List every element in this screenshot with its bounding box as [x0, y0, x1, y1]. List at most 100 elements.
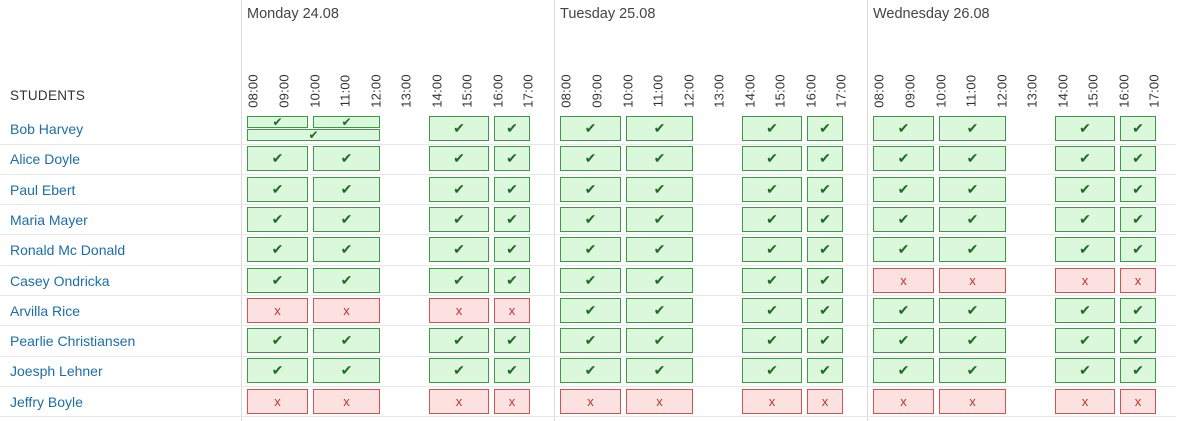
slot-cell-available[interactable]: ✔: [807, 358, 843, 384]
slot-cell-unavailable[interactable]: x: [1120, 267, 1156, 293]
slot-cell-available[interactable]: ✔: [494, 267, 530, 293]
student-name-link[interactable]: Pearlie Christiansen: [10, 333, 136, 350]
slot-cell-available[interactable]: ✔: [560, 146, 621, 172]
slot-cell-available[interactable]: ✔: [807, 328, 843, 354]
slot-cell-available[interactable]: ✔: [873, 237, 934, 263]
slot-cell-available[interactable]: ✔: [560, 358, 621, 384]
slot-cell-unavailable[interactable]: x: [626, 388, 693, 414]
slot-cell-available[interactable]: ✔: [247, 116, 308, 128]
slot-cell-available[interactable]: ✔: [247, 176, 308, 202]
slot-cell-available[interactable]: ✔: [429, 328, 489, 354]
slot-cell-available[interactable]: ✔: [1055, 328, 1115, 354]
slot-cell-available[interactable]: ✔: [247, 206, 308, 232]
student-name-link[interactable]: Jeffry Boyle: [10, 393, 83, 410]
slot-cell-available[interactable]: ✔: [313, 328, 380, 354]
slot-cell-available[interactable]: ✔: [742, 146, 802, 172]
slot-cell-available[interactable]: ✔: [626, 358, 693, 384]
slot-cell-available[interactable]: ✔: [247, 358, 308, 384]
slot-cell-available[interactable]: ✔: [939, 237, 1006, 263]
student-name-link[interactable]: Joesph Lehner: [10, 363, 103, 380]
slot-cell-available[interactable]: ✔: [742, 328, 802, 354]
slot-cell-available[interactable]: ✔: [247, 328, 308, 354]
slot-cell-available[interactable]: ✔: [1120, 297, 1156, 323]
slot-cell-available[interactable]: ✔: [1055, 237, 1115, 263]
slot-cell-available[interactable]: ✔: [429, 176, 489, 202]
slot-cell-available[interactable]: ✔: [807, 176, 843, 202]
slot-cell-unavailable[interactable]: x: [807, 388, 843, 414]
slot-cell-available[interactable]: ✔: [873, 358, 934, 384]
slot-cell-available[interactable]: ✔: [494, 206, 530, 232]
student-name-link[interactable]: Casey Ondricka: [10, 272, 110, 289]
slot-cell-available[interactable]: ✔: [494, 358, 530, 384]
slot-cell-available[interactable]: ✔: [313, 146, 380, 172]
slot-cell-unavailable[interactable]: x: [1055, 267, 1115, 293]
slot-cell-available[interactable]: ✔: [873, 206, 934, 232]
slot-cell-unavailable[interactable]: x: [939, 388, 1006, 414]
slot-cell-available[interactable]: ✔: [247, 237, 308, 263]
slot-cell-available[interactable]: ✔: [807, 116, 843, 141]
slot-cell-available[interactable]: ✔: [429, 206, 489, 232]
slot-cell-available[interactable]: ✔: [429, 146, 489, 172]
slot-cell-unavailable[interactable]: x: [1055, 388, 1115, 414]
slot-cell-available[interactable]: ✔: [560, 328, 621, 354]
slot-cell-available[interactable]: ✔: [313, 358, 380, 384]
slot-cell-available[interactable]: ✔: [939, 358, 1006, 384]
slot-cell-available[interactable]: ✔: [626, 116, 693, 141]
slot-cell-unavailable[interactable]: x: [742, 388, 802, 414]
slot-cell-available[interactable]: ✔: [429, 358, 489, 384]
slot-cell-unavailable[interactable]: x: [873, 267, 934, 293]
slot-cell-available[interactable]: ✔: [873, 146, 934, 172]
slot-cell-available[interactable]: ✔: [742, 206, 802, 232]
slot-cell-unavailable[interactable]: x: [494, 388, 530, 414]
slot-cell-available[interactable]: ✔: [939, 116, 1006, 141]
student-name-link[interactable]: Bob Harvey: [10, 121, 84, 137]
slot-cell-available[interactable]: ✔: [807, 206, 843, 232]
slot-cell-available[interactable]: ✔: [873, 328, 934, 354]
slot-cell-available[interactable]: ✔: [807, 237, 843, 263]
slot-cell-available[interactable]: ✔: [247, 267, 308, 293]
slot-cell-available[interactable]: ✔: [1055, 206, 1115, 232]
slot-cell-available[interactable]: ✔: [742, 176, 802, 202]
slot-cell-available[interactable]: ✔: [429, 267, 489, 293]
slot-cell-available[interactable]: ✔: [560, 206, 621, 232]
slot-cell-available[interactable]: ✔: [429, 116, 489, 141]
student-name-link[interactable]: Ronald Mc Donald: [10, 242, 126, 259]
student-name-link[interactable]: Maria Mayer: [10, 211, 88, 228]
slot-cell-available[interactable]: ✔: [1120, 176, 1156, 202]
slot-cell-unavailable[interactable]: x: [429, 388, 489, 414]
slot-cell-available[interactable]: ✔: [313, 176, 380, 202]
slot-cell-available[interactable]: ✔: [742, 116, 802, 141]
slot-cell-available[interactable]: ✔: [1120, 237, 1156, 263]
student-name-link[interactable]: Alice Doyle: [10, 151, 81, 168]
slot-cell-unavailable[interactable]: x: [873, 388, 934, 414]
slot-cell-available[interactable]: ✔: [1120, 146, 1156, 172]
slot-cell-available[interactable]: ✔: [626, 146, 693, 172]
student-name-link[interactable]: Arvilla Rice: [10, 302, 81, 319]
slot-cell-unavailable[interactable]: x: [939, 267, 1006, 293]
slot-cell-available[interactable]: ✔: [494, 237, 530, 263]
student-name-link[interactable]: Paul Ebert: [10, 181, 76, 198]
slot-cell-available[interactable]: ✔: [1055, 358, 1115, 384]
slot-cell-unavailable[interactable]: x: [247, 388, 308, 414]
slot-cell-available[interactable]: ✔: [807, 297, 843, 323]
slot-cell-available[interactable]: ✔: [873, 297, 934, 323]
slot-cell-available[interactable]: ✔: [626, 237, 693, 263]
slot-cell-available[interactable]: ✔: [626, 206, 693, 232]
slot-cell-available[interactable]: ✔: [1055, 297, 1115, 323]
slot-cell-unavailable[interactable]: x: [429, 297, 489, 323]
slot-cell-unavailable[interactable]: x: [313, 297, 380, 323]
slot-cell-available[interactable]: ✔: [1120, 358, 1156, 384]
slot-cell-available[interactable]: ✔: [939, 297, 1006, 323]
slot-cell-available[interactable]: ✔: [1120, 116, 1156, 141]
slot-cell-available[interactable]: ✔: [873, 116, 934, 141]
slot-cell-available[interactable]: ✔: [494, 328, 530, 354]
slot-cell-available[interactable]: ✔: [247, 129, 380, 141]
slot-cell-available[interactable]: ✔: [742, 358, 802, 384]
slot-cell-available[interactable]: ✔: [626, 297, 693, 323]
slot-cell-unavailable[interactable]: x: [1120, 388, 1156, 414]
slot-cell-available[interactable]: ✔: [807, 146, 843, 172]
slot-cell-available[interactable]: ✔: [807, 267, 843, 293]
slot-cell-available[interactable]: ✔: [1055, 146, 1115, 172]
slot-cell-available[interactable]: ✔: [494, 116, 530, 141]
slot-cell-available[interactable]: ✔: [1055, 176, 1115, 202]
